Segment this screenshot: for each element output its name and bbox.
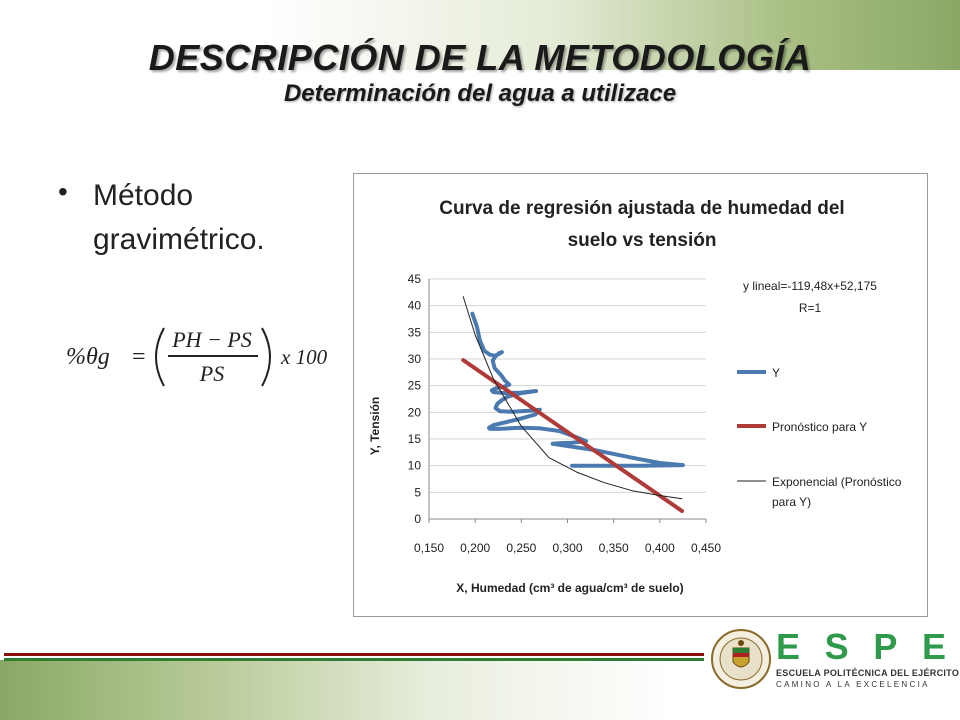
- ticks-layer: 0 5 10 15 20 25 30 35 40 45 0,150 0,200 0,250 0,300 0,…: [408, 272, 722, 555]
- y-tick-label: 45: [408, 272, 422, 286]
- x-tick-label: 0,450: [691, 541, 721, 555]
- series-pronostico-line: [461, 358, 684, 513]
- x-tick-label: 0,200: [460, 541, 490, 555]
- series-exponencial-line: [462, 296, 683, 500]
- y-tick-label: 35: [408, 325, 422, 339]
- bullet-item: • Método gravimétrico.: [58, 174, 348, 262]
- chart: Curva de regresión ajustada de humedad d…: [368, 198, 902, 595]
- formula-right-paren: [261, 327, 271, 387]
- y-tick-label: 0: [414, 512, 421, 526]
- slide-title: DESCRIPCIÓN DE LA METODOLOGÍA: [148, 37, 812, 78]
- y-tick-label: 25: [408, 379, 422, 393]
- formula-lhs: %θg: [66, 344, 110, 370]
- espe-letter-3: P: [873, 626, 898, 667]
- y-axis-label: Y, Tensión: [368, 397, 382, 455]
- y-tick-label: 30: [408, 352, 422, 366]
- x-tick-label: 0,400: [645, 541, 675, 555]
- bullet-dot-icon: •: [58, 176, 68, 207]
- slide-subtitle: Determinación del agua a utilizace: [283, 80, 677, 107]
- y-tick-label: 15: [408, 432, 422, 446]
- bullet-text: Método gravimétrico.: [93, 179, 265, 256]
- legend-label-exponencial: Exponencial (Pronóstico para Y): [772, 475, 902, 509]
- espe-logo: E S P E ESCUELA POLITÉCNICA DEL EJÉRCITO…: [706, 628, 959, 690]
- espe-seal-icon: [711, 629, 771, 689]
- series-layer: [461, 296, 685, 513]
- formula: %θg = PH − PS PS x 100: [66, 327, 328, 387]
- grid-layer: [429, 278, 706, 493]
- footer-band: [0, 660, 960, 720]
- formula-numerator: PH − PS: [171, 327, 252, 352]
- espe-name: ESCUELA POLITÉCNICA DEL EJÉRCITO: [776, 668, 960, 678]
- chart-title-line-1: Curva de regresión ajustada de humedad d…: [439, 198, 844, 219]
- legend-label-exponencial-line-1: Exponencial (Pronóstico: [772, 475, 902, 489]
- axes-layer: [428, 279, 707, 523]
- y-tick-label: 10: [408, 459, 422, 473]
- x-tick-label: 0,150: [414, 541, 444, 555]
- regression-equation: y lineal=-119,48x+52,175: [743, 279, 877, 293]
- formula-equals: =: [132, 344, 146, 370]
- legend-label-y: Y: [772, 366, 780, 380]
- legend-label-exponencial-line-2: para Y): [772, 495, 811, 509]
- header-band: [0, 0, 960, 70]
- y-tick-label: 20: [408, 405, 422, 419]
- y-tick-label: 40: [408, 299, 422, 313]
- espe-motto: CAMINO A LA EXCELENCIA: [776, 680, 930, 689]
- formula-multiplier: x 100: [280, 345, 328, 369]
- chart-title-line-2: suelo vs tensión: [568, 230, 717, 251]
- formula-denominator: PS: [199, 361, 224, 386]
- y-tick-label: 5: [414, 485, 421, 499]
- x-tick-label: 0,300: [552, 541, 582, 555]
- title-block: DESCRIPCIÓN DE LA METODOLOGÍA Determinac…: [0, 36, 960, 108]
- formula-left-paren: [155, 327, 165, 387]
- x-axis-label: X, Humedad (cm³ de agua/cm³ de suelo): [456, 581, 683, 595]
- chart-frame: Curva de regresión ajustada de humedad d…: [353, 173, 928, 617]
- legend: Y Pronóstico para Y Exponencial (Pronóst…: [737, 366, 902, 509]
- series-y-line: [470, 311, 685, 468]
- espe-letter-4: E: [921, 626, 946, 667]
- espe-letter-1: E: [776, 626, 801, 667]
- footer-rule: [4, 653, 704, 663]
- regression-r: R=1: [799, 301, 822, 315]
- x-tick-label: 0,350: [599, 541, 629, 555]
- legend-label-pronostico: Pronóstico para Y: [772, 420, 867, 434]
- espe-wordmark: E S P E: [776, 628, 946, 666]
- espe-letter-2: S: [824, 626, 849, 667]
- x-tick-label: 0,250: [506, 541, 536, 555]
